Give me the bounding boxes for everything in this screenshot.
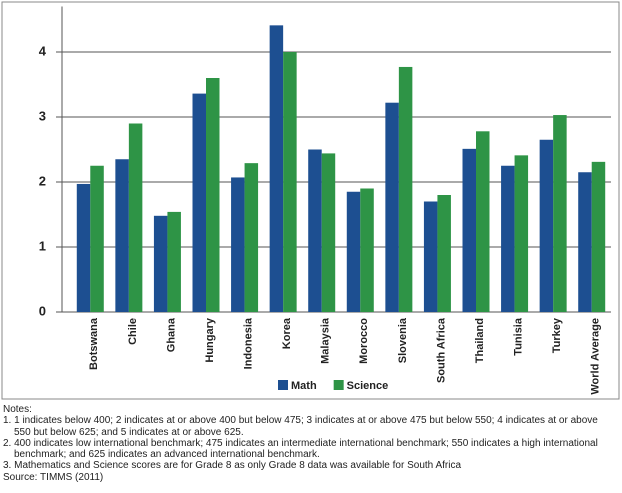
x-tick-label: Malaysia bbox=[320, 317, 332, 364]
source: Source: TIMMS (2011) bbox=[3, 471, 104, 483]
x-tick-label: South Africa bbox=[435, 317, 447, 383]
x-tick-label: Korea bbox=[281, 317, 293, 349]
x-tick-label: Tunisia bbox=[512, 317, 524, 356]
chart: 0 1 2 3 4 Botswana Chile Ghana Hungary Indonesia K… bbox=[1, 1, 620, 400]
y-tick-label: 3 bbox=[39, 108, 46, 123]
bar bbox=[476, 131, 490, 312]
y-tick-label: 2 bbox=[39, 173, 46, 188]
notes-title: Notes: bbox=[3, 404, 32, 415]
bar bbox=[90, 165, 104, 312]
bar bbox=[231, 177, 245, 312]
bar bbox=[128, 123, 143, 312]
x-tick-label: Ghana bbox=[165, 317, 177, 352]
chart-frame bbox=[1, 1, 620, 400]
bar bbox=[423, 201, 438, 312]
bar bbox=[269, 25, 284, 312]
bar bbox=[283, 52, 297, 312]
bar bbox=[514, 155, 529, 312]
x-tick-label: Turkey bbox=[551, 317, 563, 353]
bar bbox=[462, 148, 476, 312]
x-tick-label: Indonesia bbox=[242, 317, 254, 369]
y-tick-label: 1 bbox=[39, 238, 46, 253]
bar bbox=[346, 191, 361, 312]
bar bbox=[244, 163, 259, 312]
bar bbox=[308, 149, 322, 312]
y-tick-label: 4 bbox=[39, 43, 47, 58]
bar bbox=[591, 161, 606, 312]
bar bbox=[385, 102, 399, 312]
bar bbox=[192, 93, 206, 312]
note: 1. 1 indicates below 400; 2 indicates at… bbox=[3, 415, 598, 438]
bar bbox=[167, 211, 181, 312]
bar bbox=[501, 165, 515, 312]
bar bbox=[553, 115, 567, 312]
note: 2. 400 indicates low international bench… bbox=[3, 437, 598, 461]
x-tick-label: Morocco bbox=[358, 318, 370, 364]
x-tick-label: Slovenia bbox=[397, 317, 409, 363]
legend-swatch bbox=[333, 380, 344, 390]
bar bbox=[539, 139, 554, 312]
notes: Notes: 1. 1 indicates below 400; 2 indic… bbox=[3, 404, 615, 483]
bar bbox=[206, 78, 220, 312]
x-tick-label: Thailand bbox=[474, 318, 486, 363]
bar bbox=[153, 215, 168, 312]
legend-label: Math bbox=[291, 380, 317, 392]
y-tick-label: 0 bbox=[39, 303, 46, 318]
x-tick-label: Hungary bbox=[204, 317, 216, 363]
bar bbox=[437, 195, 451, 312]
bar bbox=[76, 183, 91, 312]
bar bbox=[398, 66, 413, 312]
legend-swatch bbox=[278, 380, 288, 390]
bar bbox=[578, 172, 592, 312]
legend-label: Science bbox=[347, 380, 389, 392]
x-tick-label: Chile bbox=[127, 318, 139, 345]
note: 3. Mathematics and Science scores are fo… bbox=[3, 460, 462, 472]
x-tick-label: Botswana bbox=[88, 317, 100, 370]
x-tick-label: World Average bbox=[590, 318, 602, 395]
bar bbox=[115, 159, 129, 312]
bar bbox=[360, 188, 374, 312]
bar bbox=[321, 153, 336, 312]
